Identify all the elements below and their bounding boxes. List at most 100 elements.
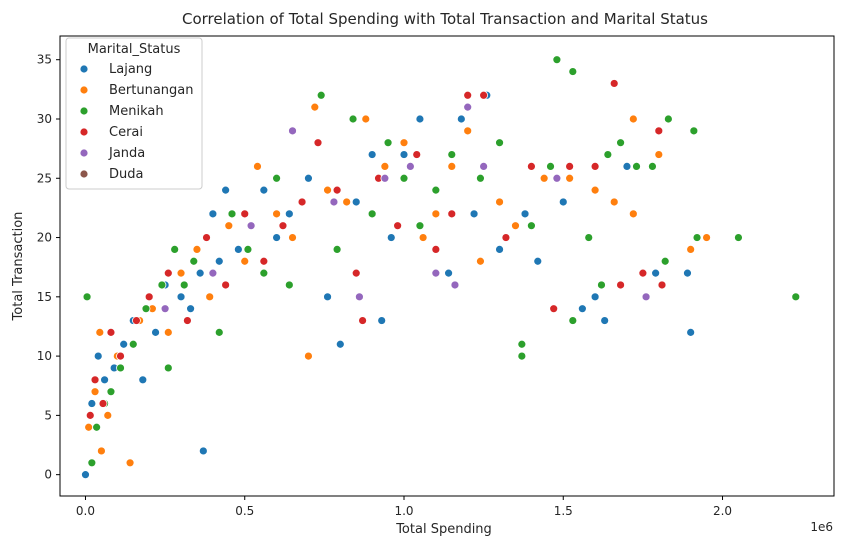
data-point (351, 268, 361, 278)
y-axis-label: Total Transaction (11, 212, 26, 322)
legend-marker (79, 148, 89, 158)
data-point (310, 102, 320, 112)
data-point (463, 102, 473, 112)
data-point (702, 233, 711, 242)
data-point (179, 280, 189, 290)
data-point (568, 316, 578, 325)
data-point (641, 292, 651, 302)
legend-marker (79, 64, 89, 74)
data-point (517, 351, 527, 361)
legend-label: Menikah (109, 104, 164, 119)
legend-marker (79, 106, 89, 116)
legend-title: Marital_Status (88, 42, 181, 57)
data-point (355, 292, 364, 302)
data-point (584, 233, 594, 242)
data-point (87, 458, 97, 468)
data-point (479, 90, 489, 100)
data-point (692, 233, 702, 242)
data-point (597, 280, 606, 290)
data-point (399, 150, 409, 159)
data-point (221, 185, 231, 195)
data-point (549, 304, 559, 314)
data-point (361, 114, 371, 124)
x-tick-label: 0.5 (235, 504, 254, 518)
data-point (195, 268, 205, 278)
data-point (323, 292, 332, 302)
data-point (689, 126, 699, 136)
y-tick-label: 15 (37, 290, 52, 304)
data-point (431, 185, 441, 195)
data-point (106, 327, 116, 337)
y-axis-ticks: 0 5 10 15 20 25 30 35 (37, 53, 60, 482)
data-point (600, 316, 610, 325)
data-point (259, 268, 269, 278)
data-point (116, 363, 125, 373)
data-point (431, 244, 441, 254)
data-point (511, 221, 520, 231)
data-point (638, 268, 648, 278)
data-point (272, 209, 281, 219)
legend-label: Cerai (109, 125, 143, 140)
data-point (527, 221, 536, 231)
data-point (106, 387, 116, 397)
data-point (202, 233, 211, 242)
data-point (92, 422, 102, 432)
data-point (654, 126, 664, 136)
legend-box (65, 37, 203, 190)
y-tick-label: 35 (37, 53, 52, 67)
data-point (495, 244, 504, 254)
data-point (90, 387, 100, 397)
data-point (654, 150, 664, 159)
data-point (590, 292, 600, 302)
data-point (82, 292, 92, 302)
data-point (138, 375, 148, 385)
data-point (463, 126, 473, 136)
data-point (463, 90, 473, 100)
data-point (208, 268, 218, 278)
data-point (284, 280, 294, 290)
data-point (632, 162, 641, 171)
data-point (546, 162, 555, 171)
data-point (278, 221, 288, 231)
legend-label: Lajang (109, 62, 152, 77)
data-point (501, 233, 511, 242)
data-point (192, 244, 202, 254)
data-point (476, 173, 485, 183)
data-point (176, 268, 186, 278)
data-point (272, 173, 281, 183)
data-point (224, 221, 234, 231)
data-point (616, 280, 625, 290)
chart-title: Correlation of Total Spending with Total… (182, 10, 708, 28)
data-point (444, 268, 453, 278)
data-point (84, 422, 94, 432)
x-axis-ticks: 0.0 0.5 1.0 1.5 2.0 (76, 496, 732, 518)
data-point (160, 304, 170, 314)
data-point (342, 197, 352, 207)
legend: Marital_Status Lajang Bertunangan Menikah C… (65, 37, 203, 190)
legend-items: Lajang Bertunangan Menikah Cerai Janda Duda (79, 62, 194, 182)
data-point (351, 197, 361, 207)
data-point (533, 256, 543, 266)
series-janda (160, 102, 651, 314)
data-point (660, 256, 670, 266)
data-point (399, 138, 409, 148)
y-tick-label: 20 (37, 231, 52, 245)
data-point (329, 197, 339, 207)
data-point (163, 327, 173, 337)
data-point (348, 114, 358, 124)
data-point (450, 280, 460, 290)
data-point (686, 244, 696, 254)
data-point (186, 304, 195, 314)
data-point (90, 375, 100, 385)
x-tick-label: 2.0 (713, 504, 732, 518)
data-point (399, 173, 409, 183)
data-point (380, 162, 390, 171)
data-point (358, 316, 367, 325)
data-point (651, 268, 661, 278)
data-point (297, 197, 307, 207)
data-point (288, 126, 297, 136)
series-lajang (81, 90, 696, 480)
legend-label: Janda (108, 146, 145, 161)
data-point (609, 79, 619, 88)
data-point (469, 209, 479, 219)
